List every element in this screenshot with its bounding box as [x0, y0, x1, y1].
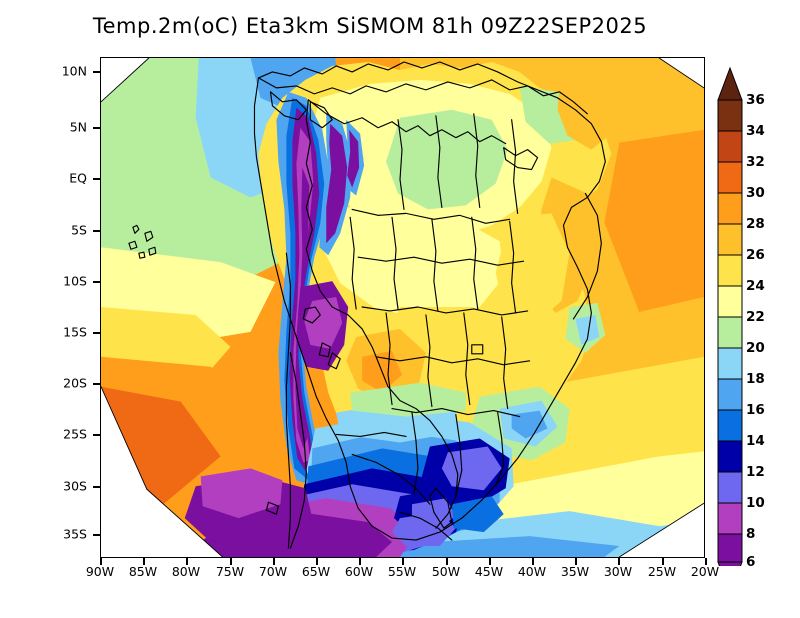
x-axis-label-65W: 65W: [301, 564, 331, 579]
colorbar-label-16: 16: [746, 402, 765, 418]
y-axis-label-10N: 10N: [61, 63, 87, 79]
x-tick: [662, 558, 664, 565]
colorbar-label-22: 22: [746, 309, 765, 325]
x-tick: [489, 558, 491, 565]
colorbar-label-18: 18: [746, 371, 765, 387]
map-plot-area[interactable]: [100, 57, 705, 558]
x-tick: [575, 558, 577, 565]
colorbar-label-20: 20: [746, 340, 765, 356]
x-axis-label-90W: 90W: [85, 564, 115, 579]
y-tick: [93, 127, 100, 129]
colorbar-label-30: 30: [746, 185, 765, 201]
temperature-field-map: [101, 58, 704, 557]
y-axis-label-30S: 30S: [63, 478, 87, 494]
colorbar-label-6: 6: [746, 554, 756, 570]
colorbar-swatches: [717, 66, 743, 566]
colorbar-label-34: 34: [746, 123, 765, 139]
x-axis-label-50W: 50W: [431, 564, 461, 579]
x-axis-label-85W: 85W: [128, 564, 158, 579]
y-axis-label-10S: 10S: [63, 273, 87, 289]
x-axis-label-75W: 75W: [215, 564, 245, 579]
colorbar[interactable]: 36 34 32 30 28 26 24 22 20 18 16 14 12 1…: [716, 66, 765, 570]
x-tick: [618, 558, 620, 565]
y-tick: [93, 383, 100, 385]
colorbar-label-14: 14: [746, 433, 765, 449]
colorbar-label-36: 36: [746, 92, 765, 108]
y-tick: [93, 230, 100, 232]
colorbar-label-26: 26: [746, 247, 765, 263]
y-axis-label-EQ: EQ: [69, 170, 87, 186]
chart-title: Temp.2m(oC) Eta3km SiSMOM 81h 09Z22SEP20…: [92, 14, 648, 38]
x-axis-label-25W: 25W: [647, 564, 677, 579]
x-tick: [186, 558, 188, 565]
x-axis-label-20W: 20W: [690, 564, 720, 579]
y-axis-label-20S: 20S: [63, 375, 87, 391]
x-axis-label-35W: 35W: [560, 564, 590, 579]
x-tick: [446, 558, 448, 565]
x-tick: [359, 558, 361, 565]
x-axis-label-45W: 45W: [474, 564, 504, 579]
x-tick: [532, 558, 534, 565]
x-axis-label-30W: 30W: [603, 564, 633, 579]
x-axis-label-40W: 40W: [517, 564, 547, 579]
y-tick: [93, 178, 100, 180]
x-tick: [402, 558, 404, 565]
x-tick: [100, 558, 102, 565]
colorbar-label-10: 10: [746, 495, 765, 511]
x-axis-label-55W: 55W: [387, 564, 417, 579]
y-tick: [93, 332, 100, 334]
x-tick: [273, 558, 275, 565]
colorbar-label-12: 12: [746, 464, 765, 480]
y-tick: [93, 281, 100, 283]
y-axis-label-5N: 5N: [69, 119, 87, 135]
y-axis-label-15S: 15S: [63, 324, 87, 340]
y-axis-label-5S: 5S: [71, 222, 87, 238]
x-axis-label-70W: 70W: [258, 564, 288, 579]
y-axis-label-25S: 25S: [63, 426, 87, 442]
x-tick: [705, 558, 707, 565]
y-tick: [93, 486, 100, 488]
colorbar-label-28: 28: [746, 216, 765, 232]
x-axis-label-80W: 80W: [171, 564, 201, 579]
x-tick: [230, 558, 232, 565]
colorbar-label-8: 8: [746, 526, 756, 542]
x-axis-label-60W: 60W: [344, 564, 374, 579]
x-tick: [143, 558, 145, 565]
x-tick: [316, 558, 318, 565]
y-axis-label-35S: 35S: [63, 526, 87, 542]
colorbar-label-32: 32: [746, 154, 765, 170]
y-tick: [93, 71, 100, 73]
colorbar-label-24: 24: [746, 278, 765, 294]
y-tick: [93, 434, 100, 436]
y-tick: [93, 534, 100, 536]
